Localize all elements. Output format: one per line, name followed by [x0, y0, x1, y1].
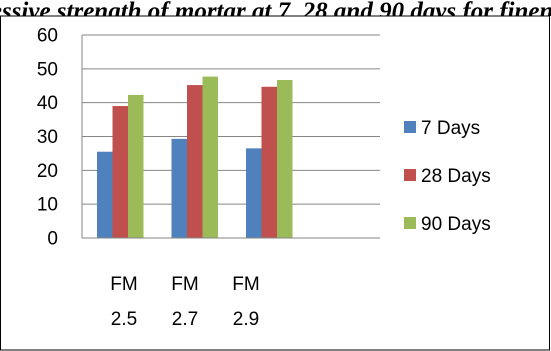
bar-3-28-days — [261, 86, 277, 238]
legend-swatch-2 — [404, 169, 416, 181]
legend-label-1: 7 Days — [421, 118, 480, 139]
x-tick-label-3-line-2: 2.9 — [233, 309, 259, 330]
y-tick-label-20: 20 — [37, 161, 58, 182]
y-tick-label-50: 50 — [37, 59, 58, 80]
x-tick-label-1-line-1: FM — [110, 274, 137, 295]
y-tick-label-40: 40 — [37, 93, 58, 114]
legend-swatch-1 — [404, 121, 416, 133]
bar-3-90-days — [277, 79, 293, 238]
bar-2-28-days — [187, 85, 203, 238]
x-tick-label-3-line-1: FM — [232, 274, 259, 295]
x-tick-label-1-line-2: 2.5 — [111, 309, 137, 330]
bar-2-7-days — [171, 138, 187, 238]
bar-3-7-days — [246, 148, 262, 238]
legend-swatch-3 — [404, 217, 416, 229]
y-tick-label-0: 0 — [47, 229, 58, 250]
x-tick-label-2-line-2: 2.7 — [172, 309, 198, 330]
y-tick-labels: 0 10 20 30 40 50 60 — [37, 26, 58, 250]
chart-frame — [0, 15, 550, 351]
x-tick-label-2-line-1: FM — [171, 274, 198, 295]
y-tick-label-30: 30 — [37, 127, 58, 148]
legend-label-3: 90 Days — [421, 214, 491, 235]
x-tick-labels: FM 2.5 FM 2.7 FM 2.9 — [110, 274, 259, 330]
bar-1-28-days — [112, 106, 128, 238]
bar-1-90-days — [128, 94, 144, 238]
y-tick-label-60: 60 — [37, 26, 58, 47]
legend-label-2: 28 Days — [421, 166, 491, 187]
legend: 7 Days 28 Days 90 Days — [404, 118, 491, 235]
axes — [81, 35, 380, 239]
bar-1-7-days — [97, 151, 113, 238]
bars — [97, 76, 293, 239]
cropped-header-text: Compressive strength of mortar at 7, 28 … — [0, 0, 551, 25]
bar-2-90-days — [202, 76, 218, 239]
y-tick-label-10: 10 — [37, 195, 58, 216]
